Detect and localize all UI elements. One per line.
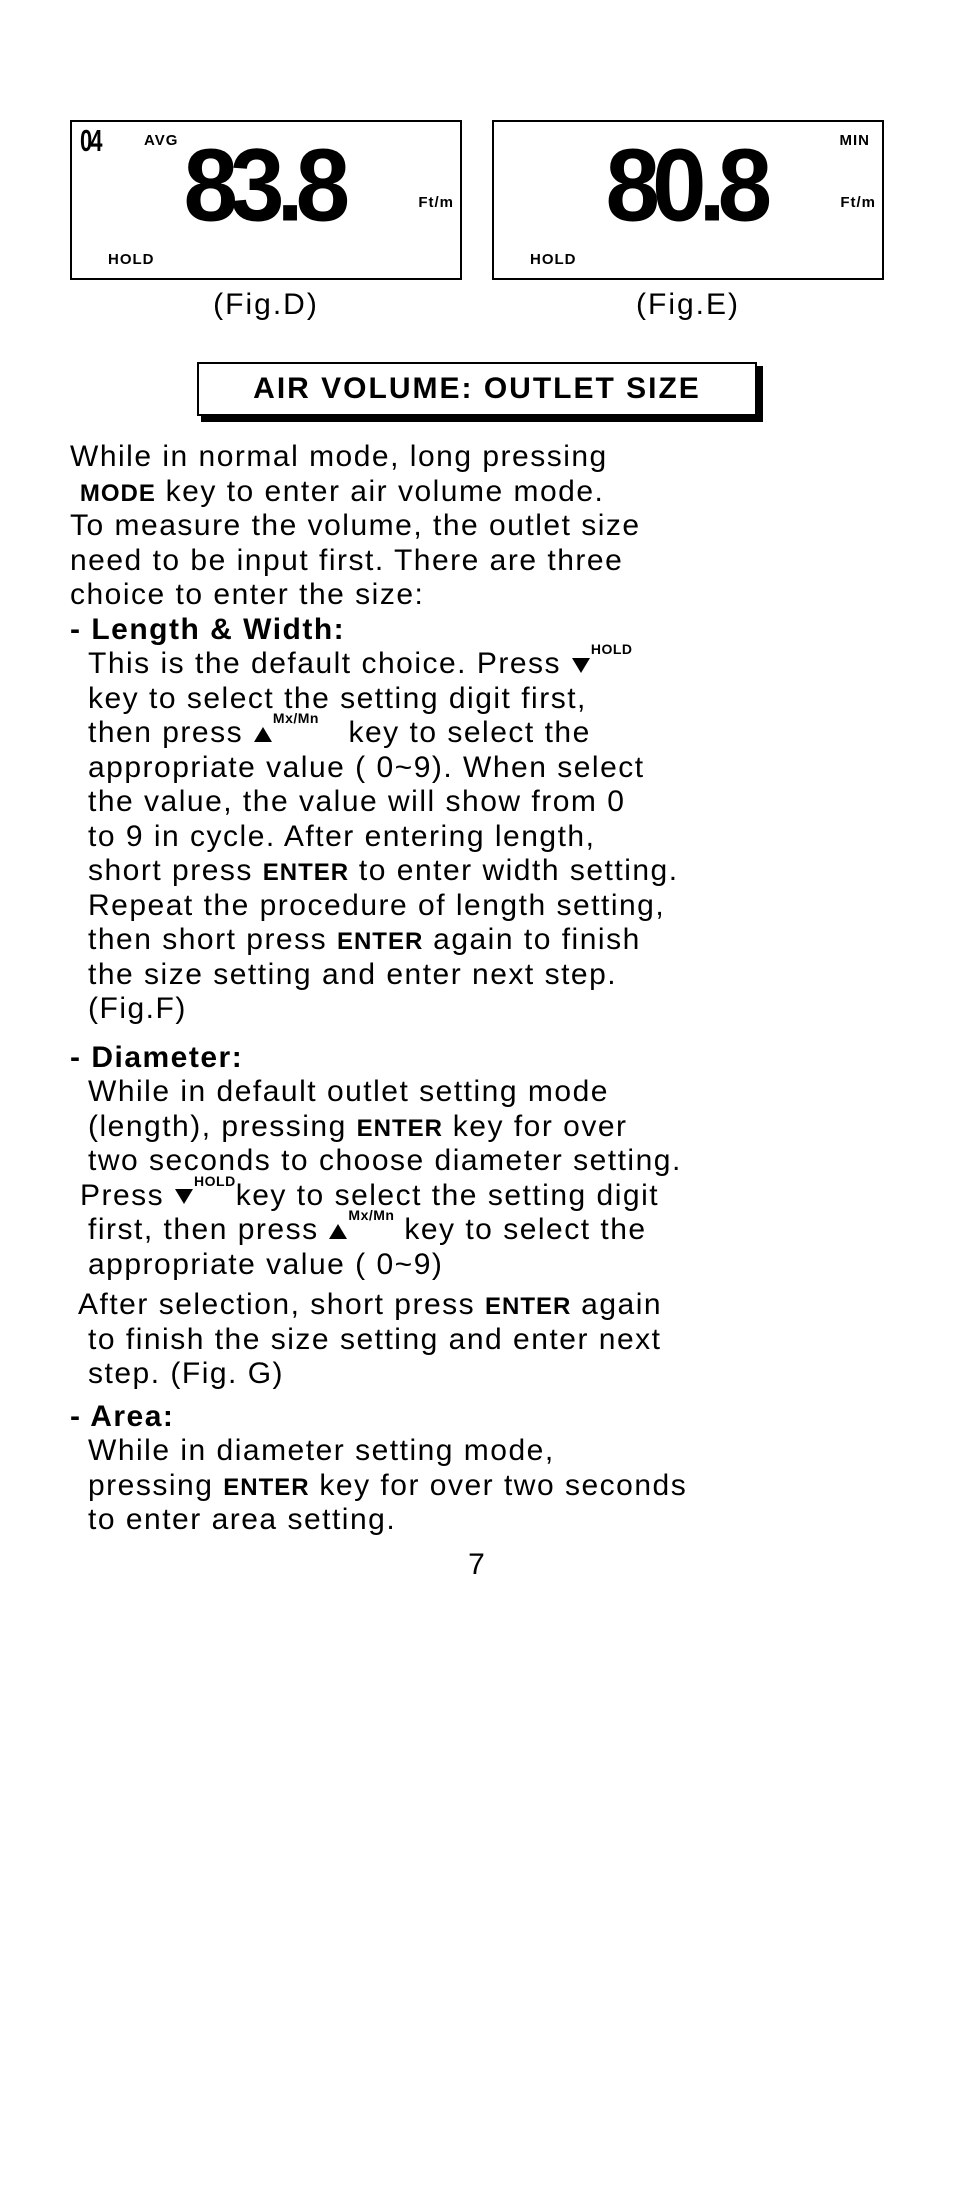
- lw-line-2: key to select the setting digit first,: [88, 682, 884, 717]
- intro-line-2: MODE key to enter air volume mode.: [70, 475, 884, 510]
- intro-line-1: While in normal mode, long pressing: [70, 440, 884, 475]
- area-line-3: to enter area setting.: [88, 1503, 884, 1538]
- lw-line-4: appropriate value ( 0~9). When select: [88, 751, 884, 786]
- lw-line-11: (Fig.F): [88, 992, 884, 1027]
- dia-line-6: appropriate value ( 0~9): [88, 1248, 884, 1283]
- dia-p5b: key to select the: [404, 1213, 646, 1246]
- lw-line-7: short press ENTER to enter width setting…: [88, 854, 884, 889]
- hold-sup-label: HOLD: [591, 641, 633, 657]
- lw-line-1: This is the default choice. Press HOLD: [88, 647, 884, 682]
- lcd-right-value: 80.8: [605, 134, 764, 237]
- caption-row: (Fig.D) (Fig.E): [70, 288, 884, 322]
- lw-line-5: the value, the value will show from 0: [88, 785, 884, 820]
- hold-sup-label-2: HOLD: [194, 1173, 236, 1189]
- intro-line-5: choice to enter the size:: [70, 578, 884, 613]
- dia-p2a: (length), pressing: [88, 1110, 357, 1143]
- triangle-down-icon: [572, 658, 590, 673]
- triangle-up-icon: [254, 727, 272, 742]
- dia-line-4: Press HOLDkey to select the setting digi…: [80, 1179, 884, 1214]
- length-width-heading: - Length & Width:: [70, 613, 884, 648]
- triangle-down-icon-2: [175, 1189, 193, 1204]
- lw-line-6: to 9 in cycle. After entering length,: [88, 820, 884, 855]
- intro-line-4: need to be input first. There are three: [70, 544, 884, 579]
- area-p2b: key for over two seconds: [310, 1469, 688, 1502]
- dia-p7a: After selection, short press: [78, 1288, 475, 1321]
- lcd-right-mode-label: MIN: [840, 132, 871, 149]
- dia-p4a: Press: [80, 1179, 164, 1212]
- lw-p3b: key to select the: [339, 716, 591, 749]
- lw-p7b: to enter width setting.: [349, 854, 679, 887]
- lcd-right-hold-label: HOLD: [530, 251, 577, 268]
- enter-key-label-2: ENTER: [337, 928, 423, 955]
- intro-line-3: To measure the volume, the outlet size: [70, 509, 884, 544]
- lcd-right-unit: Ft/m: [840, 194, 876, 211]
- lcd-panels-row: 04 AVG 83.8 Ft/m HOLD MIN 80.8 Ft/m HOLD: [70, 120, 884, 280]
- dia-line-5: first, then press Mx/Mn key to select th…: [88, 1213, 884, 1248]
- area-line-2: pressing ENTER key for over two seconds: [88, 1469, 884, 1504]
- intro-l2a: key to enter air volume mode.: [156, 475, 605, 508]
- caption-fig-d: (Fig.D): [70, 288, 462, 322]
- area-heading: - Area:: [70, 1400, 884, 1435]
- mode-key-label: MODE: [80, 480, 156, 507]
- lcd-right: MIN 80.8 Ft/m HOLD: [492, 120, 884, 280]
- lw-line-10: the size setting and enter next step.: [88, 958, 884, 993]
- enter-key-label-1: ENTER: [263, 859, 349, 886]
- lw-line-9: then short press ENTER again to finish: [88, 923, 884, 958]
- lcd-left-value: 83.8: [183, 134, 342, 237]
- dia-line-1: While in default outlet setting mode: [88, 1075, 884, 1110]
- dia-line-9: step. (Fig. G): [88, 1357, 884, 1392]
- mxmn-sup-label: Mx/Mn: [273, 710, 319, 726]
- triangle-up-icon-2: [329, 1224, 347, 1239]
- mxmn-sup-label-2: Mx/Mn: [348, 1207, 394, 1223]
- caption-fig-e: (Fig.E): [492, 288, 884, 322]
- manual-body: While in normal mode, long pressing MODE…: [70, 440, 884, 1538]
- lw-p1: This is the default choice. Press: [88, 647, 561, 680]
- area-p2a: pressing: [88, 1469, 223, 1502]
- lcd-left-hold-label: HOLD: [108, 251, 155, 268]
- dia-line-7: After selection, short press ENTER again: [78, 1288, 884, 1323]
- diameter-heading: - Diameter:: [70, 1041, 884, 1076]
- lw-p9b: again to finish: [423, 923, 640, 956]
- lcd-left-memory-num: 04: [80, 123, 100, 159]
- dia-p5a: first, then press: [88, 1213, 319, 1246]
- enter-key-label-4: ENTER: [485, 1293, 571, 1320]
- lcd-left: 04 AVG 83.8 Ft/m HOLD: [70, 120, 462, 280]
- enter-key-label-5: ENTER: [223, 1474, 309, 1501]
- dia-p2b: key for over: [443, 1110, 628, 1143]
- lcd-left-unit: Ft/m: [418, 194, 454, 211]
- lw-p9a: then short press: [88, 923, 337, 956]
- dia-p7b: again: [571, 1288, 662, 1321]
- dia-p4b: key to select the setting digit: [236, 1179, 659, 1212]
- lcd-left-mode-label: AVG: [144, 132, 178, 149]
- lw-line-8: Repeat the procedure of length setting,: [88, 889, 884, 924]
- section-title-box: AIR VOLUME: OUTLET SIZE: [197, 362, 757, 416]
- lw-p3a: then press: [88, 716, 253, 749]
- section-title: AIR VOLUME: OUTLET SIZE: [197, 362, 757, 416]
- lw-p7a: short press: [88, 854, 263, 887]
- enter-key-label-3: ENTER: [357, 1115, 443, 1142]
- page-number: 7: [70, 1548, 884, 1582]
- area-line-1: While in diameter setting mode,: [88, 1434, 884, 1469]
- dia-line-8: to finish the size setting and enter nex…: [88, 1323, 884, 1358]
- lw-line-3: then press Mx/Mn key to select the: [88, 716, 884, 751]
- dia-line-2: (length), pressing ENTER key for over: [88, 1110, 884, 1145]
